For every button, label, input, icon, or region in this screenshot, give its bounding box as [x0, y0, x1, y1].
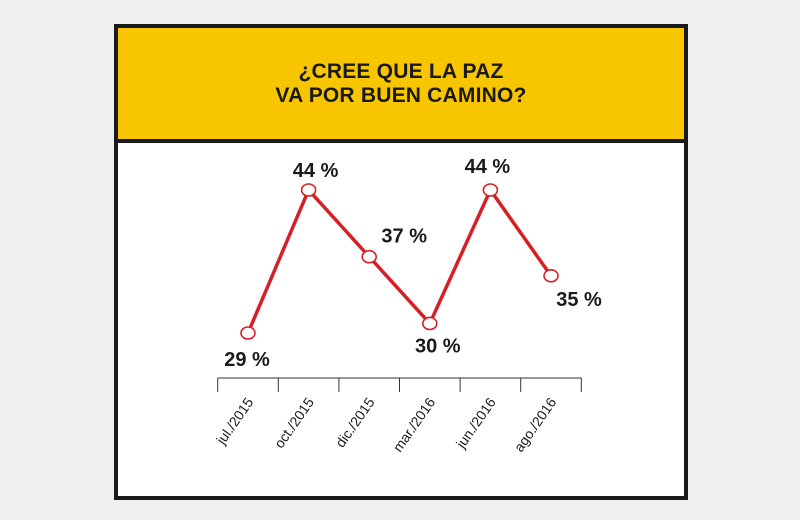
- chart-title-band: ¿CREE QUE LA PAZ VA POR BUEN CAMINO?: [118, 28, 684, 143]
- x-axis: [217, 377, 582, 392]
- x-tick-label: jun./2016: [452, 394, 499, 451]
- data-label: 30 %: [415, 335, 461, 357]
- chart-title-line-2: VA POR BUEN CAMINO?: [275, 83, 527, 107]
- data-point: [421, 316, 438, 331]
- data-point: [482, 183, 499, 197]
- data-point: [543, 268, 559, 283]
- x-tick-labels: jul./2015 oct./2015 dic./2015 mar./2016 jun.…: [212, 394, 559, 454]
- x-tick-label: ago./2016: [511, 394, 560, 454]
- data-points: [240, 183, 559, 340]
- data-labels: 29 % 44 % 37 % 30 % 44 % 35 %: [224, 156, 602, 371]
- data-label: 44 %: [293, 160, 339, 182]
- data-label: 37 %: [381, 226, 427, 248]
- x-tick-label: mar./2016: [389, 394, 438, 454]
- data-point: [361, 249, 378, 264]
- series-line: [246, 186, 553, 334]
- chart-title-line-1: ¿CREE QUE LA PAZ: [298, 59, 504, 83]
- x-tick-label: jul./2015: [212, 394, 256, 448]
- chart-frame: ¿CREE QUE LA PAZ VA POR BUEN CAMINO?: [114, 24, 688, 500]
- data-label: 35 %: [556, 289, 602, 311]
- data-label: 29 %: [224, 349, 270, 371]
- x-tick-label: oct./2015: [271, 394, 317, 451]
- series-line-layer: [246, 186, 553, 334]
- data-point: [300, 183, 317, 197]
- x-tick-label: dic./2015: [332, 394, 378, 450]
- data-label: 44 %: [465, 156, 511, 178]
- data-point: [240, 326, 256, 340]
